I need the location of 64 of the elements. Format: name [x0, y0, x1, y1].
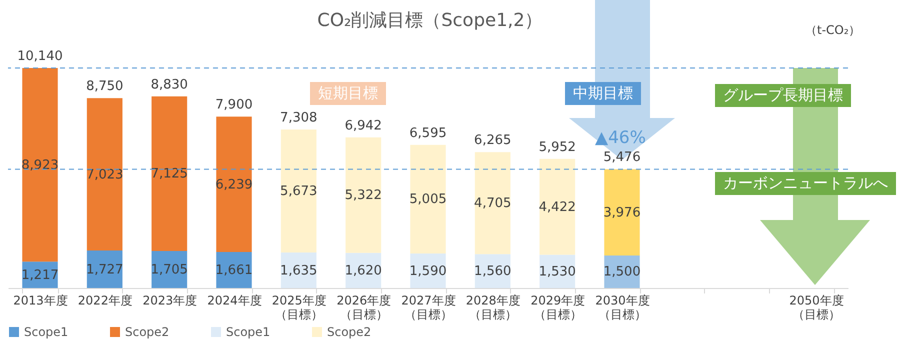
data-label: 5,322	[344, 188, 382, 204]
annotation: 中期目標	[565, 82, 641, 105]
x-tick-label: 2025年度（目標）	[272, 294, 326, 322]
bar	[346, 137, 382, 253]
data-label: 1,500	[603, 264, 641, 280]
annotation: グループ長期目標	[715, 84, 851, 107]
total-label: 6,265	[474, 133, 512, 148]
data-label: 7,125	[150, 166, 188, 182]
data-label: 1,661	[215, 262, 253, 278]
x-tick-label: 2027年度（目標）	[401, 294, 456, 322]
bar	[280, 129, 316, 253]
data-label: 1,217	[21, 268, 59, 283]
total-label: 8,750	[86, 79, 124, 94]
total-label: 5,952	[538, 140, 576, 155]
annotation: カーボンニュートラルへ	[715, 172, 896, 195]
data-label: 1,705	[150, 262, 188, 278]
bar	[86, 98, 122, 251]
annotation: ▲46%	[595, 128, 646, 148]
bar	[152, 96, 188, 252]
legend-label: Scope1	[24, 325, 68, 339]
x-tick-label: 2022年度	[78, 294, 132, 308]
x-tick-label: 2013年度	[13, 294, 68, 308]
x-tick-label: 2023年度	[142, 294, 198, 308]
data-label: 7,023	[86, 167, 124, 182]
bar	[216, 116, 252, 252]
data-label: 4,705	[474, 196, 512, 212]
annotation: 短期目標	[310, 82, 386, 105]
chart-title: CO₂削減目標（Scope1,2）	[317, 10, 543, 31]
data-label: 1,560	[474, 264, 512, 280]
x-tick-label: 2050年度（目標）	[789, 294, 844, 322]
data-label: 4,422	[538, 200, 576, 215]
total-label: 7,308	[280, 110, 318, 126]
data-label: 8,923	[21, 158, 59, 173]
data-label: 1,530	[538, 264, 576, 280]
data-label: 1,727	[86, 262, 124, 278]
bar	[86, 250, 122, 288]
bar	[22, 68, 58, 262]
total-label: 10,140	[17, 49, 63, 64]
data-label: 3,976	[603, 205, 641, 220]
data-label: 1,635	[280, 263, 318, 278]
total-label: 6,942	[344, 118, 382, 134]
total-label: 8,830	[150, 77, 188, 92]
x-tick-label: 2028年度（目標）	[466, 294, 520, 322]
legend-label: Scope2	[125, 325, 170, 339]
data-label: 1,620	[344, 263, 382, 278]
total-label: 5,476	[603, 150, 641, 166]
bar	[474, 152, 510, 254]
data-label: 1,590	[409, 264, 447, 279]
bar	[216, 252, 252, 288]
x-tick-label: 2030年度（目標）	[595, 294, 650, 322]
total-label: 6,595	[409, 126, 447, 141]
data-label: 5,673	[280, 184, 318, 199]
legend-label: Scope1	[226, 325, 270, 339]
bar	[604, 169, 640, 256]
x-tick-label: 2026年度（目標）	[336, 294, 392, 322]
data-label: 6,239	[215, 177, 253, 192]
x-tick-label: 2029年度（目標）	[530, 294, 586, 322]
bar	[540, 158, 576, 255]
text: （t-CO₂）	[805, 22, 861, 39]
x-tick-label: 2024年度	[207, 294, 262, 308]
legend-label: Scope2	[327, 325, 372, 339]
data-label: 5,005	[409, 192, 447, 208]
bar	[410, 144, 446, 254]
total-label: 7,900	[215, 98, 253, 113]
